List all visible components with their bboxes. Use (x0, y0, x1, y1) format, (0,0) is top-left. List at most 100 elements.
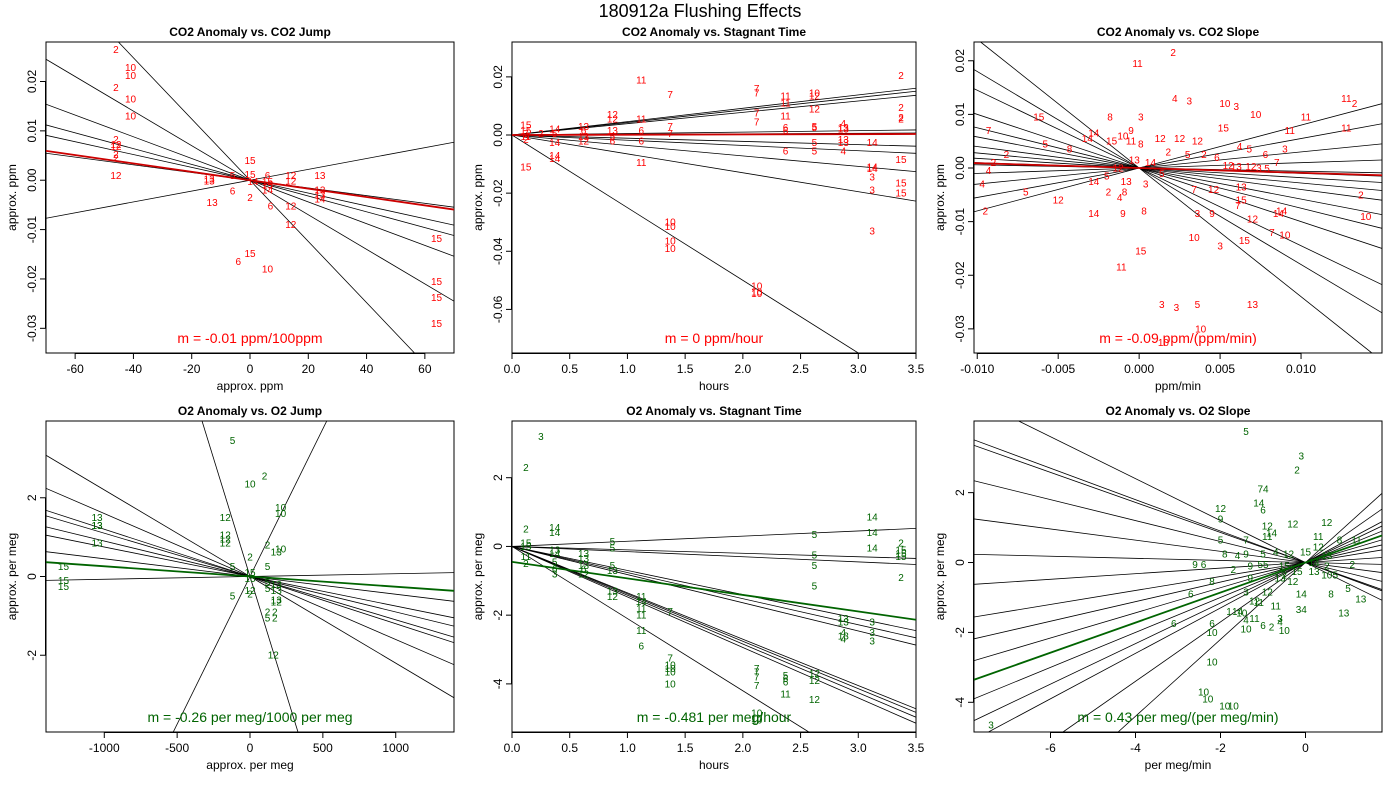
data-point-label: 14 (1296, 589, 1308, 600)
x-axis: -1000 -500 0 500 1000 approx. per meg (89, 732, 409, 772)
data-point-label: 13 (91, 539, 103, 550)
data-point-label: 13 (578, 132, 590, 143)
data-point-label: 12 (1155, 134, 1167, 145)
data-point-label: 7 (667, 122, 673, 133)
data-point-label: 13 (207, 198, 219, 209)
data-point-label: 5 (610, 537, 616, 548)
data-point-label: 13 (1231, 162, 1243, 173)
data-point-label: 4 (1237, 142, 1243, 153)
data-point-label: 10 (1219, 99, 1231, 110)
y-axis: -0.03 -0.02 -0.01 0.00 0.01 0.02 approx. ppm (933, 49, 974, 343)
data-point-label: 7 (754, 117, 760, 128)
data-point-label: 10 (751, 287, 763, 298)
data-point-label: 12 (1053, 196, 1065, 207)
data-point-label: 13 (1274, 574, 1286, 585)
data-point-label: 2 (898, 538, 904, 549)
data-points: 5210101012131313131212121013255215151515… (58, 436, 287, 662)
data-point-label: 12 (220, 535, 232, 546)
data-point-label: 2 (247, 193, 253, 204)
data-point-label: 13 (314, 171, 326, 182)
data-point-label: 12 (110, 140, 122, 151)
x-axis: 0.0 0.5 1.0 1.5 2.0 2.5 3.0 3.5 hours (504, 353, 925, 393)
regression-line (980, 42, 1373, 353)
data-point-label: 6 (783, 123, 789, 134)
data-point-label: 9 (1120, 209, 1126, 220)
data-point-label: 3 (1187, 96, 1193, 107)
data-point-label: 14 (1088, 177, 1100, 188)
data-point-label: 3 (869, 186, 875, 197)
data-point-label: 14 (867, 544, 879, 555)
data-point-label: 10 (275, 544, 287, 555)
data-point-label: 10 (1195, 324, 1207, 335)
y-axis: -4 -2 0 2 approx. per meg (933, 489, 974, 708)
data-point-label: 10 (125, 94, 137, 105)
data-point-label: 2 (898, 113, 904, 124)
data-point-label: 13 (838, 614, 850, 625)
data-point-label: 2 (898, 103, 904, 114)
data-point-label: 13 (1236, 182, 1248, 193)
data-point-label: 13 (271, 596, 283, 607)
regression-line (974, 553, 1382, 565)
regression-line (512, 546, 916, 559)
data-point-label: 13 (578, 122, 590, 133)
x-tick-label: 0.0 (504, 362, 521, 376)
chart-title: O2 Anomaly vs. O2 Slope (1106, 404, 1251, 418)
data-point-label: 6 (638, 126, 644, 137)
x-tick-label: 500 (313, 741, 333, 755)
data-point-label: 7 (754, 681, 760, 692)
data-point-label: 13 (838, 631, 850, 642)
x-tick-label: 3.5 (908, 362, 925, 376)
data-point-label: 5 (610, 544, 616, 555)
data-point-label: 5 (812, 551, 818, 562)
y-tick-label: 0 (25, 573, 39, 580)
data-point-label: 10 (1189, 233, 1201, 244)
data-point-label: 13 (1247, 300, 1259, 311)
data-point-label: 13 (1121, 177, 1133, 188)
data-point-label: 13 (91, 521, 103, 532)
data-point-label: 5 (230, 562, 236, 573)
data-point-label: 11 (636, 626, 647, 637)
y-tick-label: 0.02 (953, 49, 967, 73)
data-point-label: 6 (552, 564, 558, 575)
data-point-label: 14 (1088, 129, 1100, 140)
data-point-label: 3 (1256, 164, 1262, 175)
y-tick-label: -0.06 (491, 295, 505, 323)
x-axis-label: hours (699, 758, 729, 772)
data-point-label: 14 (549, 528, 561, 539)
data-point-label: 15 (895, 155, 907, 166)
data-point-label: 10 (665, 679, 677, 690)
y-tick-label: -0.01 (25, 216, 39, 244)
data-point-label: 13 (578, 554, 590, 565)
data-point-label: 7 (1274, 158, 1280, 169)
data-point-label: 10 (275, 509, 287, 520)
data-point-label: 5 (812, 146, 818, 157)
data-point-label: 14 (549, 523, 561, 534)
data-point-label: 14 (1088, 209, 1100, 220)
data-point-label: 3 (1174, 303, 1180, 314)
data-point-label: 15 (431, 319, 443, 330)
data-point-label: 10 (751, 709, 763, 720)
y-tick-label: -2 (25, 650, 39, 661)
regression-line (512, 134, 916, 147)
data-point-label: 2 (1358, 190, 1364, 201)
data-point-label: 2 (272, 613, 278, 624)
data-point-label: 11 (521, 552, 532, 563)
data-point-label: 9 (1247, 562, 1253, 573)
data-point-label: 13 (204, 175, 216, 186)
data-point-label: 3 (869, 173, 875, 184)
data-point-label: 12 (809, 91, 821, 102)
data-point-label: 11 (521, 132, 532, 143)
data-point-label: 7 (754, 673, 760, 684)
data-point-label: 15 (58, 562, 70, 573)
x-tick-label: -2 (1215, 741, 1226, 755)
slope-annotation: m = -0.481 per meg/hour (637, 709, 792, 725)
x-tick-label: 1.0 (619, 741, 636, 755)
data-point-label: 5 (265, 613, 271, 624)
data-point-label: 10 (1206, 658, 1218, 669)
data-point-label: 10 (751, 289, 763, 300)
data-point-label: 12 (607, 115, 619, 126)
data-point-label: 12 (220, 513, 232, 524)
data-point-label: 5 (265, 578, 271, 589)
regression-lines (974, 421, 1382, 732)
